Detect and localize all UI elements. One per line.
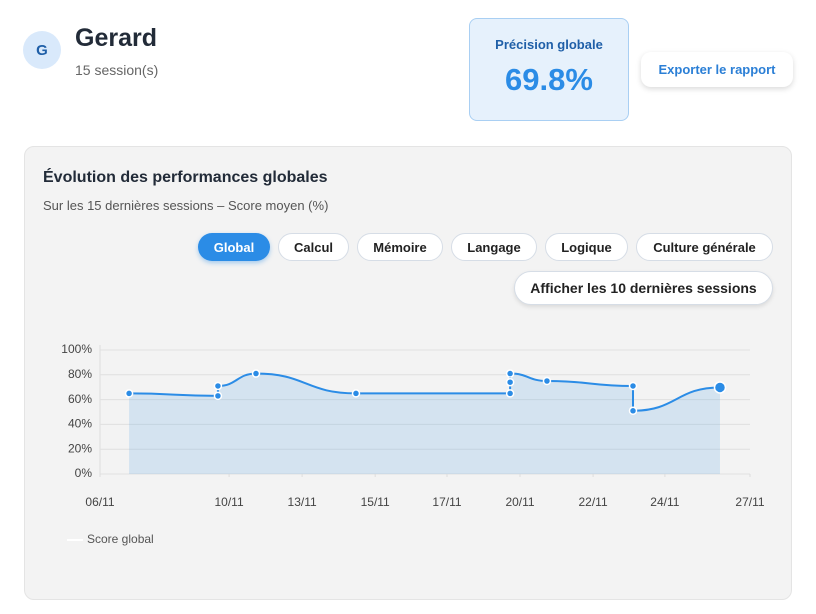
point <box>351 389 361 398</box>
point <box>124 389 134 398</box>
y-tick-label: 40% <box>68 417 92 431</box>
precision-card: Précision globale 69.8% <box>469 18 629 121</box>
precision-label: Précision globale <box>495 37 603 52</box>
export-button[interactable]: Exporter le rapport <box>641 52 793 87</box>
user-name: Gerard <box>75 24 157 52</box>
point <box>505 369 515 378</box>
precision-value: 69.8% <box>505 62 593 97</box>
session-count: 15 session(s) <box>75 62 159 78</box>
x-tick-label: 24/11 <box>650 495 679 509</box>
filter-button[interactable]: Logique <box>545 233 628 261</box>
filter-button[interactable]: Calcul <box>278 233 349 261</box>
point <box>505 389 515 398</box>
point <box>213 381 223 391</box>
toggle-button[interactable]: Afficher les 10 dernières sessions <box>514 271 773 305</box>
point <box>213 391 223 401</box>
filter-button[interactable]: Mémoire <box>357 233 443 261</box>
y-tick-label: 20% <box>68 441 92 455</box>
avatar: G <box>23 31 61 69</box>
point <box>542 376 552 386</box>
x-tick-label: 06/11 <box>85 495 114 509</box>
point <box>251 369 261 378</box>
chart-subtitle: Sur les 15 dernières sessions – Score mo… <box>43 198 329 213</box>
area <box>129 373 720 474</box>
filter-button[interactable]: Global <box>198 233 270 261</box>
x-tick-label: 22/11 <box>579 495 608 509</box>
y-tick-label: 0% <box>75 466 93 480</box>
x-tick-label: 17/11 <box>432 495 461 509</box>
x-tick-label: 27/11 <box>735 495 764 509</box>
y-tick-label: 60% <box>68 392 92 406</box>
filter-button[interactable]: Langage <box>451 233 537 261</box>
x-tick-label: 10/11 <box>215 495 244 509</box>
chart-card <box>24 146 792 600</box>
point <box>628 381 638 391</box>
filter-button[interactable]: Culture générale <box>636 233 773 261</box>
x-tick-label: 13/11 <box>288 495 317 509</box>
x-tick-label: 15/11 <box>361 495 390 509</box>
y-tick-label: 100% <box>61 342 92 356</box>
point <box>713 381 727 394</box>
legend-label: Score global <box>87 532 154 546</box>
x-tick-label: 20/11 <box>505 495 534 509</box>
point <box>628 406 638 416</box>
y-tick-label: 80% <box>68 367 92 381</box>
point <box>505 377 515 387</box>
chart-title: Évolution des performances globales <box>43 169 328 186</box>
